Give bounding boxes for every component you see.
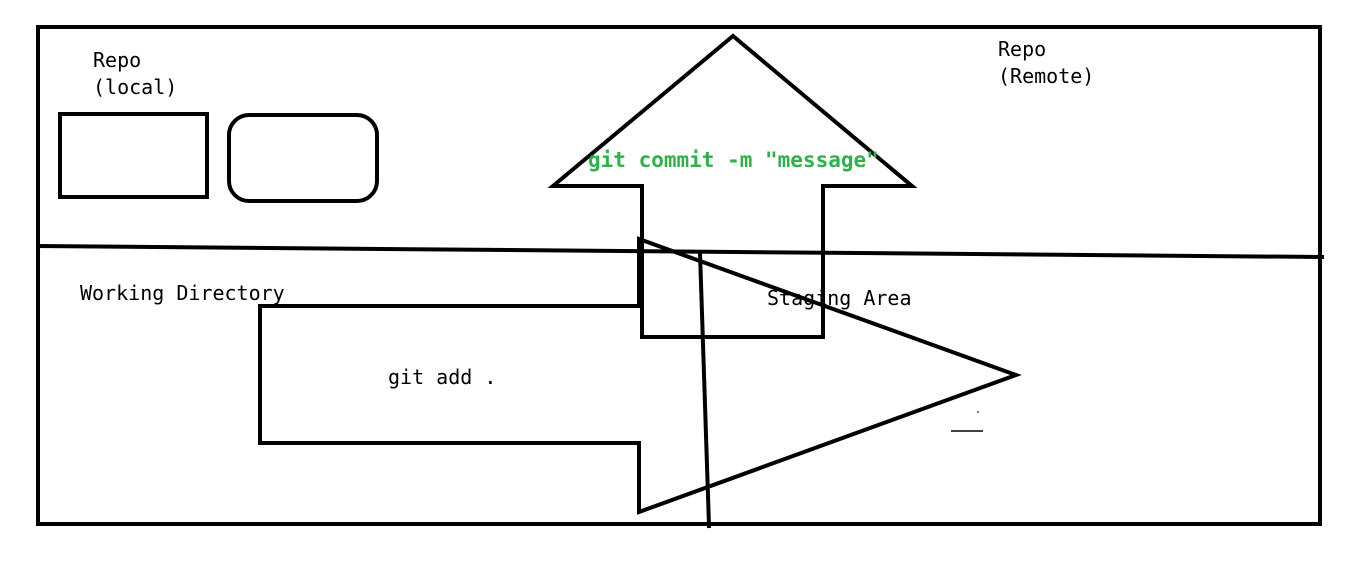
repo-remote-label-line2: (Remote) (998, 64, 1094, 88)
local-repo-box-square (58, 112, 209, 199)
add-right-arrow (258, 236, 1022, 515)
commit-up-arrow (547, 33, 918, 339)
repo-local-label-line1: Repo (93, 48, 141, 72)
working-directory-label: Working Directory (80, 281, 285, 305)
staging-area-label: Staging Area (767, 286, 912, 310)
stray-vertical-line (697, 250, 712, 529)
git-commit-label: git commit -m "message" (588, 148, 879, 172)
outer-frame (36, 25, 1322, 526)
repo-local-label-line2: (local) (93, 75, 177, 99)
divider-line (35, 243, 1325, 260)
repo-remote-label-line1: Repo (998, 37, 1046, 61)
local-repo-box-rounded (227, 113, 379, 203)
git-add-label: git add . (388, 365, 496, 389)
